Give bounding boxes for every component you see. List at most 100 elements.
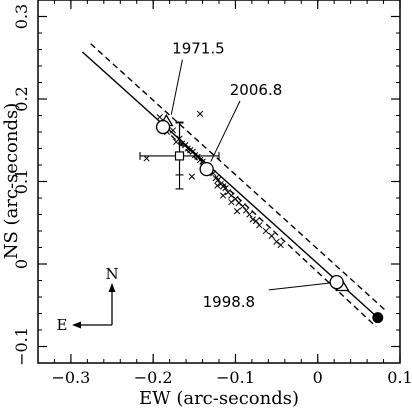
x-axis-title: EW (arc-seconds) (139, 388, 299, 409)
x-tick-label: −0.2 (134, 368, 173, 387)
observation-cross-stroke (210, 170, 217, 177)
observation-point (242, 207, 250, 214)
observation-point (256, 222, 263, 229)
observation-point (196, 110, 204, 118)
observation-point (143, 155, 150, 162)
y-tick-label: −0.1 (12, 327, 31, 366)
square-point (174, 151, 185, 161)
observation-cross-stroke (242, 207, 250, 214)
observation-point (194, 153, 201, 160)
observation-point (182, 142, 189, 149)
observation-cross-stroke (222, 184, 229, 192)
data-points (139, 110, 384, 324)
annotation-leader-line (268, 282, 331, 291)
observation-cross-stroke (235, 199, 242, 207)
north-arrow-head (108, 283, 116, 292)
observation-cross-stroke (228, 192, 235, 199)
observation-point (215, 176, 222, 184)
observation-cross-stroke (194, 153, 201, 160)
observation-point (169, 127, 177, 134)
x-tick-label: 0.1 (387, 368, 412, 387)
observation-point (239, 203, 247, 210)
observation-cross-stroke (277, 241, 284, 249)
observation-cross-stroke (212, 175, 219, 182)
observation-point (262, 227, 270, 235)
annotation-label: 2006.8 (230, 81, 283, 99)
annotation-label: 1971.5 (172, 40, 225, 58)
observation-cross-stroke (178, 140, 186, 147)
observation-cross-stroke (233, 208, 241, 215)
open-circle-point (155, 119, 171, 135)
observation-cross-stroke (215, 176, 222, 184)
observation-cross-stroke (273, 238, 280, 245)
open-circle-point (199, 161, 214, 177)
observation-cross-stroke (188, 173, 196, 180)
annotations: 1971.5 2006.8 1998.8 (170, 40, 331, 311)
orbit-solid-line (81, 51, 379, 319)
observation-cross-stroke (224, 189, 232, 196)
observation-cross-stroke (232, 195, 239, 202)
observation-cross-stroke (268, 232, 275, 240)
observation-cross-stroke (214, 182, 221, 189)
east-arrow-head (72, 321, 81, 329)
observation-cross-stroke (199, 158, 206, 165)
observation-cross-stroke (191, 151, 199, 159)
y-tick-label: 0.1 (12, 169, 31, 194)
y-tick-label: 0.2 (12, 86, 31, 111)
observation-point (268, 232, 275, 240)
observation-point (249, 216, 256, 223)
observation-cross-stroke (143, 155, 150, 162)
observation-cross-stroke (262, 227, 270, 235)
y-tick-label: 0.3 (12, 4, 31, 29)
observation-point (219, 192, 227, 199)
compass: NE (57, 265, 119, 334)
observation-point (228, 192, 235, 199)
observation-cross-stroke (249, 216, 256, 223)
observation-cross-stroke (196, 110, 204, 118)
observation-cross-stroke (239, 203, 247, 210)
observation-point (176, 135, 183, 142)
observation-cross-stroke (189, 148, 196, 155)
observation-cross-stroke (228, 198, 235, 206)
observation-point (214, 182, 221, 189)
x-tick-label: 0 (313, 368, 323, 387)
observation-point (228, 198, 235, 206)
annotation-leader-line (170, 59, 183, 115)
observation-cross-stroke (246, 211, 253, 218)
observation-cross-stroke (196, 156, 204, 164)
annotation-leader-line (210, 100, 241, 162)
observation-point (246, 211, 253, 218)
north-label: N (105, 265, 118, 283)
observation-cross-stroke (252, 217, 260, 225)
observation-cross-stroke (176, 135, 183, 142)
observation-point (222, 184, 229, 192)
orbit-lines (81, 43, 385, 328)
observation-cross-stroke (219, 192, 227, 199)
observation-point (233, 208, 241, 215)
observation-cross-stroke (187, 146, 194, 154)
observation-point (235, 199, 242, 207)
open-circle-point (329, 274, 344, 290)
y-tick-label: 0 (12, 259, 31, 269)
x-tick-label: −0.1 (216, 368, 255, 387)
observation-point (156, 113, 163, 121)
observation-point (232, 195, 239, 202)
observation-point (188, 173, 196, 180)
axis-ticks: −0.3 −0.2 −0.1 0 0.1 −0.1 0 0.1 0.2 0.3 (12, 0, 412, 387)
primary-star-point (372, 312, 384, 324)
observation-cross-stroke (182, 142, 189, 149)
y-axis-title: NS (arc-seconds) (1, 103, 22, 260)
observation-point (178, 140, 186, 147)
orbit-dashed-upper-line (90, 43, 385, 310)
observation-cross-stroke (219, 183, 227, 190)
orbit-dashed-lower-line (163, 128, 377, 328)
x-tick-label: −0.3 (51, 368, 90, 387)
observation-cross-stroke (184, 145, 191, 152)
observation-cross-stroke (156, 113, 163, 121)
observation-point (273, 238, 280, 245)
observation-point (252, 217, 260, 225)
annotation-label: 1998.8 (203, 293, 256, 311)
observation-cross-stroke (169, 127, 177, 134)
observation-point (277, 241, 284, 249)
